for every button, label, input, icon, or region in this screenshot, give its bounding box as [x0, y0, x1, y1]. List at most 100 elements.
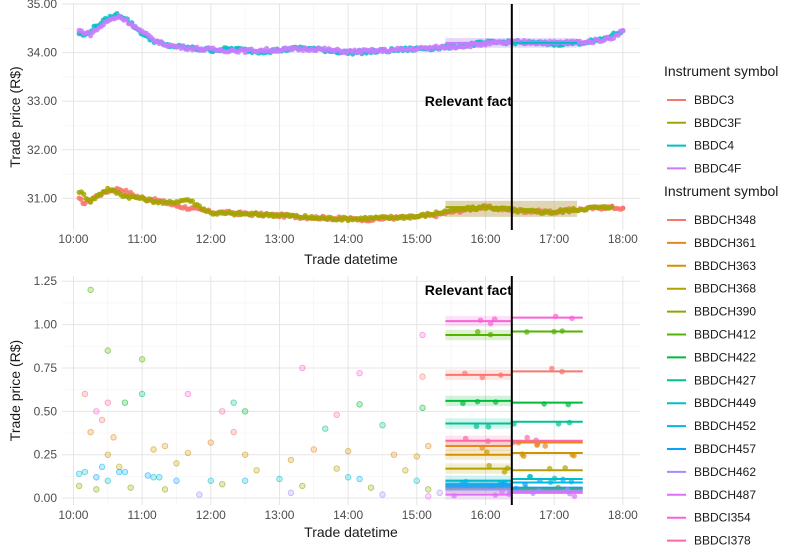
data-point: [81, 390, 89, 398]
data-point: [477, 317, 484, 324]
data-point: [241, 408, 249, 415]
data-point: [551, 328, 557, 335]
data-point: [98, 416, 106, 424]
data-point: [565, 401, 572, 408]
data-point: [620, 28, 626, 34]
data-point: [127, 484, 134, 491]
legend-label: BBDCH422: [694, 350, 756, 364]
data-point: [104, 399, 111, 406]
x-axis-title: Trade datetime: [304, 524, 398, 540]
legend-label: BBDC4F: [694, 161, 741, 175]
data-point: [104, 477, 111, 484]
data-point: [189, 198, 196, 204]
data-point: [144, 472, 152, 479]
data-point: [425, 493, 432, 500]
data-point: [486, 462, 492, 469]
data-point: [560, 476, 566, 483]
x-tick-label: 12:00: [196, 232, 226, 246]
data-point: [93, 474, 100, 481]
y-tick-label: 0.25: [34, 448, 58, 462]
data-point: [173, 477, 180, 484]
legend-label: BBDCH363: [694, 259, 756, 273]
data-point: [479, 374, 486, 381]
data-point: [546, 465, 553, 472]
x-tick-label: 17:00: [539, 508, 569, 522]
y-tick-label: 35.00: [27, 0, 57, 11]
data-point: [161, 486, 169, 493]
y-tick-label: 1.25: [34, 274, 58, 288]
data-point: [551, 475, 558, 482]
legend-title: Instrument symbol: [664, 183, 778, 199]
data-point: [436, 489, 443, 497]
data-point: [299, 364, 306, 372]
legend-label: BBDCH412: [694, 328, 756, 342]
data-point: [184, 390, 192, 398]
relevant-fact-label: Relevant fact: [425, 93, 512, 109]
data-point: [93, 486, 100, 493]
x-tick-label: 17:00: [539, 232, 569, 246]
data-point: [562, 465, 568, 471]
data-point: [333, 411, 340, 418]
data-point: [287, 456, 295, 464]
data-point: [474, 398, 481, 405]
data-point: [519, 451, 525, 457]
data-point: [110, 434, 117, 441]
data-point: [299, 482, 306, 490]
legend-label: BBDCH457: [694, 442, 756, 456]
data-point: [498, 372, 504, 379]
data-point: [344, 474, 352, 481]
data-point: [81, 468, 89, 476]
x-tick-label: 10:00: [58, 232, 88, 246]
data-point: [98, 463, 106, 471]
data-point: [537, 477, 543, 484]
data-point: [356, 475, 363, 483]
data-point: [81, 191, 87, 197]
data-point: [499, 488, 505, 495]
data-point: [219, 408, 226, 415]
y-tick-label: 31.00: [27, 191, 57, 205]
x-axis-title: Trade datetime: [304, 251, 398, 267]
data-point: [88, 199, 94, 205]
x-tick-label: 16:00: [470, 232, 500, 246]
legend-label: BBDCI378: [694, 534, 751, 546]
data-point: [559, 328, 566, 334]
data-point: [87, 428, 94, 436]
data-point: [78, 196, 84, 202]
data-point: [487, 331, 494, 338]
data-point: [402, 467, 409, 474]
data-point: [276, 475, 283, 483]
data-point: [156, 474, 163, 481]
data-point: [460, 400, 466, 407]
data-point: [534, 442, 540, 448]
data-point: [93, 408, 100, 415]
legend: Instrument symbol BBDC3 BBDC3F BBDC4 BBDC4F: [664, 63, 778, 175]
legend-label: BBDCH348: [694, 213, 756, 227]
x-tick-label: 12:00: [196, 508, 226, 522]
data-point: [123, 16, 129, 22]
y-tick-label: 0.00: [34, 491, 58, 505]
data-point: [485, 423, 492, 430]
x-tick-label: 11:00: [128, 508, 157, 522]
data-point: [207, 477, 214, 484]
data-point: [367, 484, 375, 491]
legend-label: BBDCH452: [694, 419, 756, 433]
data-point: [569, 451, 576, 458]
y-axis-title: Trade price (R$): [7, 66, 23, 167]
data-point: [253, 467, 260, 474]
legend-title: Instrument symbol: [664, 63, 778, 79]
data-point: [390, 451, 398, 458]
data-point: [419, 331, 426, 339]
data-point: [566, 419, 573, 426]
data-point: [569, 315, 575, 322]
x-tick-label: 18:00: [608, 232, 638, 246]
legend-label: BBDC4: [694, 139, 734, 153]
data-point: [474, 328, 481, 335]
data-point: [241, 477, 249, 484]
data-point: [322, 425, 329, 432]
data-point: [608, 204, 614, 210]
data-point: [506, 491, 512, 498]
legend-label: BBDCH487: [694, 488, 756, 502]
y-tick-label: 32.00: [27, 143, 57, 157]
data-point: [559, 368, 565, 375]
